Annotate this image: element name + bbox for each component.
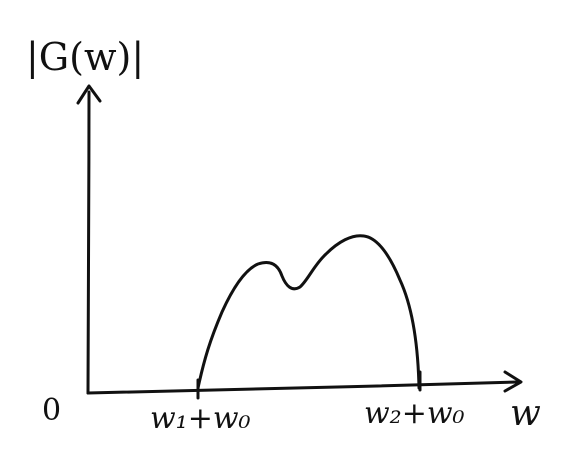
x-tick-label-1: w₁+w₀ [150,401,251,436]
x-axis [88,382,518,393]
origin-label: 0 [42,393,61,428]
x-tick-label-2: w₂+w₀ [364,396,465,431]
spectrum-curve [198,236,419,388]
x-axis-label: w [510,393,541,434]
y-axis [88,92,89,393]
y-axis-label: |G(w)| [26,35,144,79]
